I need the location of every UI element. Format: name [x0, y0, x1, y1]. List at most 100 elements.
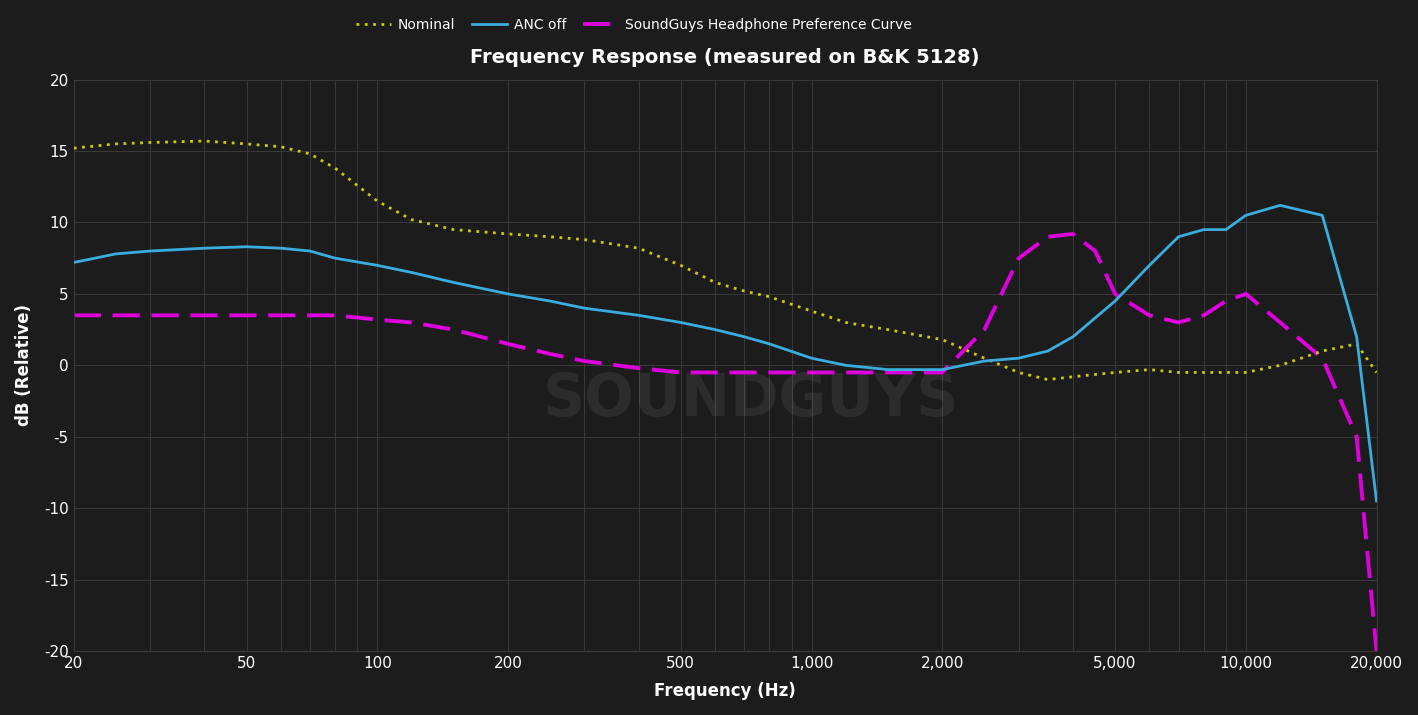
SoundGuys Headphone Preference Curve [879, 368, 896, 377]
ANC off [803, 354, 820, 363]
X-axis label: Frequency (Hz): Frequency (Hz) [654, 682, 795, 700]
SoundGuys Headphone Preference Curve [238, 311, 255, 320]
ANC off [706, 325, 723, 334]
ANC off [1195, 225, 1212, 234]
SoundGuys Headphone Preference Curve [499, 340, 516, 348]
ANC off [1010, 354, 1027, 363]
Text: SOUNDGUYS: SOUNDGUYS [543, 371, 960, 428]
ANC off [761, 340, 778, 348]
ANC off [1272, 201, 1289, 209]
SoundGuys Headphone Preference Curve [1010, 254, 1027, 262]
Nominal [630, 244, 647, 252]
SoundGuys Headphone Preference Curve [1313, 354, 1330, 363]
ANC off [736, 332, 753, 341]
ANC off [272, 244, 289, 252]
Line: Nominal: Nominal [74, 141, 1377, 380]
SoundGuys Headphone Preference Curve [736, 368, 753, 377]
Nominal [1238, 368, 1255, 377]
Nominal [761, 292, 778, 301]
Nominal [326, 164, 343, 172]
Nominal [65, 144, 82, 152]
SoundGuys Headphone Preference Curve [142, 311, 159, 320]
ANC off [238, 242, 255, 251]
ANC off [1368, 497, 1385, 506]
Nominal [1313, 347, 1330, 355]
ANC off [196, 244, 213, 252]
SoundGuys Headphone Preference Curve [976, 325, 993, 334]
ANC off [1170, 232, 1187, 241]
Nominal [736, 287, 753, 295]
ANC off [1349, 332, 1366, 341]
SoundGuys Headphone Preference Curve [326, 311, 343, 320]
Nominal [1141, 365, 1159, 374]
ANC off [403, 268, 420, 277]
Nominal [445, 225, 462, 234]
SoundGuys Headphone Preference Curve [761, 368, 778, 377]
SoundGuys Headphone Preference Curve [403, 318, 420, 327]
Y-axis label: dB (Relative): dB (Relative) [16, 305, 33, 426]
ANC off [879, 365, 896, 374]
Nominal [672, 261, 689, 270]
Nominal [1218, 368, 1235, 377]
Nominal [976, 354, 993, 363]
SoundGuys Headphone Preference Curve [108, 311, 125, 320]
Nominal [803, 307, 820, 315]
ANC off [1313, 211, 1330, 220]
ANC off [369, 261, 386, 270]
SoundGuys Headphone Preference Curve [1218, 297, 1235, 305]
ANC off [933, 365, 950, 374]
ANC off [445, 278, 462, 287]
Nominal [403, 215, 420, 224]
ANC off [576, 304, 593, 312]
SoundGuys Headphone Preference Curve [576, 357, 593, 365]
ANC off [672, 318, 689, 327]
Nominal [1349, 340, 1366, 348]
SoundGuys Headphone Preference Curve [803, 368, 820, 377]
Nominal [706, 278, 723, 287]
SoundGuys Headphone Preference Curve [542, 350, 559, 358]
Nominal [1065, 373, 1082, 381]
SoundGuys Headphone Preference Curve [196, 311, 213, 320]
Nominal [879, 325, 896, 334]
ANC off [326, 254, 343, 262]
Line: ANC off: ANC off [74, 205, 1377, 501]
Nominal [1010, 368, 1027, 377]
Nominal [838, 318, 855, 327]
Nominal [108, 139, 125, 148]
Nominal [1039, 375, 1056, 384]
ANC off [1039, 347, 1056, 355]
SoundGuys Headphone Preference Curve [672, 368, 689, 377]
ANC off [499, 290, 516, 298]
Nominal [1195, 368, 1212, 377]
SoundGuys Headphone Preference Curve [1086, 247, 1103, 255]
ANC off [838, 361, 855, 370]
SoundGuys Headphone Preference Curve [1349, 433, 1366, 441]
SoundGuys Headphone Preference Curve [1106, 290, 1123, 298]
SoundGuys Headphone Preference Curve [1272, 318, 1289, 327]
Legend: Nominal, ANC off, SoundGuys Headphone Preference Curve: Nominal, ANC off, SoundGuys Headphone Pr… [350, 12, 917, 37]
SoundGuys Headphone Preference Curve [933, 368, 950, 377]
ANC off [1141, 261, 1159, 270]
Nominal [499, 230, 516, 238]
Nominal [196, 137, 213, 145]
Title: Frequency Response (measured on B&K 5128): Frequency Response (measured on B&K 5128… [471, 48, 980, 67]
Nominal [272, 142, 289, 151]
SoundGuys Headphone Preference Curve [1141, 311, 1159, 320]
Nominal [1368, 368, 1385, 377]
ANC off [1106, 297, 1123, 305]
Nominal [369, 197, 386, 205]
SoundGuys Headphone Preference Curve [630, 364, 647, 373]
SoundGuys Headphone Preference Curve [1039, 232, 1056, 241]
SoundGuys Headphone Preference Curve [838, 368, 855, 377]
ANC off [976, 357, 993, 365]
Nominal [1106, 368, 1123, 377]
Nominal [238, 139, 255, 148]
ANC off [1238, 211, 1255, 220]
Nominal [142, 138, 159, 147]
SoundGuys Headphone Preference Curve [65, 311, 82, 320]
SoundGuys Headphone Preference Curve [1368, 647, 1385, 656]
SoundGuys Headphone Preference Curve [1238, 290, 1255, 298]
Line: SoundGuys Headphone Preference Curve: SoundGuys Headphone Preference Curve [74, 234, 1377, 651]
Nominal [576, 235, 593, 244]
Nominal [1272, 361, 1289, 370]
